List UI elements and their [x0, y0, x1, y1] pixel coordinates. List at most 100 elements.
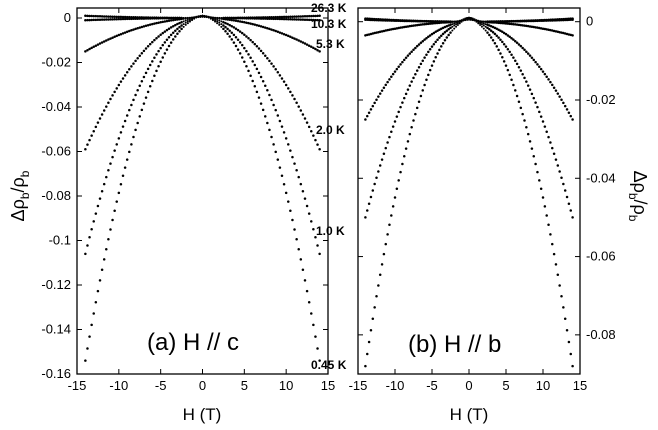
data-point — [291, 15, 294, 18]
data-point — [499, 52, 502, 55]
data-point — [404, 56, 408, 60]
data-point — [230, 24, 234, 28]
data-point — [556, 19, 560, 22]
data-point — [284, 17, 288, 21]
data-point — [569, 352, 572, 356]
data-point — [92, 312, 95, 315]
data-point — [138, 54, 141, 57]
data-point — [560, 98, 563, 101]
data-point — [538, 26, 541, 30]
data-point — [386, 80, 389, 84]
data-point — [543, 27, 547, 31]
data-point — [117, 191, 121, 195]
x-tick-label: 0 — [465, 378, 472, 393]
data-point — [366, 114, 369, 118]
data-point — [493, 41, 497, 45]
data-point — [155, 53, 158, 56]
data-point — [140, 80, 144, 83]
data-point — [90, 228, 93, 231]
temp-label-2-0k: 2.0 K — [316, 123, 345, 137]
data-point — [484, 29, 487, 32]
data-point — [96, 43, 100, 46]
data-point — [123, 166, 127, 169]
data-point — [144, 47, 148, 50]
data-point — [146, 45, 150, 48]
data-point — [184, 23, 187, 26]
data-point — [569, 209, 572, 212]
data-point — [445, 21, 449, 24]
panel-a-y-title-main: Δρ — [8, 199, 28, 221]
data-point — [236, 38, 240, 41]
data-point — [255, 17, 259, 20]
data-point — [218, 19, 221, 22]
data-point — [307, 14, 311, 18]
data-point — [562, 101, 565, 105]
data-point — [249, 22, 252, 25]
data-point — [270, 98, 273, 102]
data-point — [486, 31, 489, 34]
data-point — [86, 143, 89, 146]
data-point — [408, 52, 412, 55]
data-point — [117, 17, 121, 21]
data-point — [504, 64, 508, 67]
data-point — [109, 15, 112, 18]
data-point — [393, 27, 397, 30]
data-point — [299, 182, 303, 186]
data-point — [393, 70, 397, 73]
data-point — [169, 26, 173, 29]
data-point — [130, 65, 133, 68]
data-point — [259, 25, 263, 28]
x-tick-label: -15 — [349, 378, 368, 393]
data-point — [515, 94, 519, 98]
data-point — [107, 38, 110, 41]
data-point — [123, 31, 127, 34]
data-point — [228, 29, 231, 32]
data-point — [272, 103, 275, 107]
data-point — [216, 18, 219, 21]
data-point — [142, 25, 146, 28]
data-point — [434, 40, 437, 44]
data-point — [84, 252, 87, 256]
data-point — [521, 112, 524, 116]
data-point — [377, 284, 380, 287]
data-point — [532, 58, 535, 62]
data-point — [316, 244, 319, 247]
data-point — [310, 129, 313, 133]
data-point — [390, 75, 393, 78]
temp-label-1-0k: 1.0 K — [316, 224, 345, 238]
data-point — [201, 14, 204, 17]
data-point — [86, 14, 89, 18]
data-point — [117, 33, 121, 37]
data-point — [471, 17, 474, 20]
data-point — [364, 18, 367, 21]
data-point — [571, 216, 574, 219]
data-point — [148, 17, 152, 20]
data-point — [510, 53, 513, 56]
data-point — [571, 34, 574, 37]
data-point — [530, 56, 534, 60]
data-point — [96, 289, 100, 293]
data-point — [440, 45, 443, 48]
data-point — [526, 52, 530, 55]
data-point — [410, 126, 413, 129]
data-point — [243, 17, 246, 20]
data-point — [253, 42, 257, 46]
data-point — [128, 17, 131, 21]
data-point — [291, 18, 294, 21]
data-point — [90, 323, 93, 327]
data-point — [314, 47, 317, 51]
data-point — [427, 35, 430, 39]
data-point — [222, 24, 225, 27]
data-point — [408, 24, 412, 28]
data-point — [499, 29, 502, 32]
data-point — [440, 21, 443, 24]
data-point — [532, 19, 535, 23]
data-point — [176, 18, 179, 21]
data-point — [115, 34, 118, 38]
data-point — [432, 20, 436, 23]
data-point — [291, 218, 294, 222]
data-point — [382, 252, 386, 256]
data-point — [388, 28, 391, 32]
data-point — [182, 17, 185, 20]
data-point — [565, 18, 569, 22]
